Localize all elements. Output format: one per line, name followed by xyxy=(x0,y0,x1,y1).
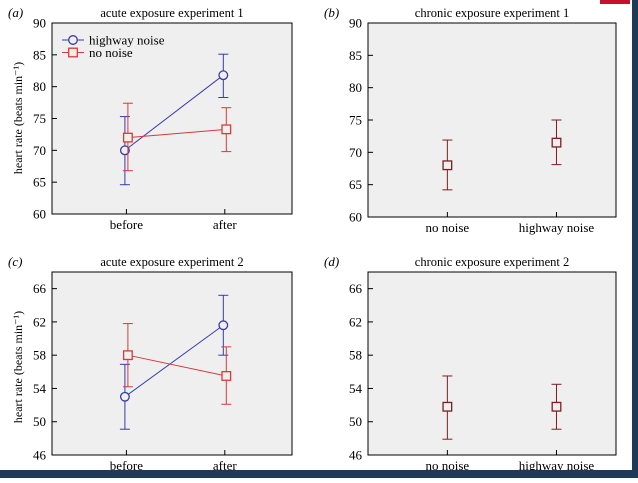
panel-label: (b) xyxy=(324,5,339,20)
y-tick-label: 58 xyxy=(33,348,46,363)
y-tick-label: 54 xyxy=(349,381,363,396)
panel-label: (c) xyxy=(8,254,22,269)
x-tick-label: no noise xyxy=(426,220,470,235)
y-tick-label: 75 xyxy=(349,113,362,128)
y-tick-label: 60 xyxy=(349,210,362,225)
series-line xyxy=(124,324,224,398)
y-tick-label: 90 xyxy=(349,16,362,31)
y-tick-label: 70 xyxy=(33,143,46,158)
y-tick-label: 85 xyxy=(349,48,362,63)
data-point xyxy=(119,145,130,156)
data-point xyxy=(122,132,133,143)
x-tick-label: highway noise xyxy=(519,458,595,473)
series-line xyxy=(124,74,224,151)
y-tick-label: 60 xyxy=(33,207,46,222)
legend-marker xyxy=(68,47,78,58)
chart-panel-3: (d) chronic exposure experiment 2 46 50 54 58… xyxy=(324,254,617,473)
y-tick-label: 90 xyxy=(33,16,46,31)
series-0 xyxy=(442,375,562,440)
data-point xyxy=(122,350,133,361)
x-tick-label: no noise xyxy=(426,458,470,473)
x-tick-label: highway noise xyxy=(519,220,595,235)
y-tick-label: 80 xyxy=(349,80,362,95)
y-tick-label: 50 xyxy=(349,414,362,429)
data-point xyxy=(551,137,562,148)
y-tick-label: 54 xyxy=(33,381,47,396)
y-tick-label: 65 xyxy=(349,177,362,192)
data-point xyxy=(218,320,229,331)
data-point xyxy=(442,401,453,412)
data-point xyxy=(221,371,232,381)
chart-title: chronic exposure experiment 1 xyxy=(415,6,569,20)
y-axis-label: heart rate (beats min⁻¹) xyxy=(11,62,25,174)
legend-label: highway noise xyxy=(89,33,165,48)
y-tick-label: 50 xyxy=(33,414,46,429)
panel-label: (d) xyxy=(324,254,339,269)
y-tick-label: 70 xyxy=(349,145,362,160)
y-tick-label: 62 xyxy=(349,314,362,329)
x-tick-label: before xyxy=(110,458,143,473)
y-tick-label: 75 xyxy=(33,111,46,126)
panel-label: (a) xyxy=(8,5,23,20)
series-0 xyxy=(119,53,229,186)
y-tick-label: 46 xyxy=(33,448,47,463)
x-tick-label: after xyxy=(213,458,237,473)
series-line xyxy=(127,354,227,377)
y-tick-label: 85 xyxy=(33,47,46,62)
y-tick-label: 46 xyxy=(349,448,363,463)
x-tick-label: before xyxy=(110,217,143,232)
legend-label: no noise xyxy=(89,45,133,60)
y-tick-label: 58 xyxy=(349,348,362,363)
data-point xyxy=(119,391,130,402)
chart-title: chronic exposure experiment 2 xyxy=(415,255,569,269)
chart-panel-1: (b) chronic exposure experiment 1 60 65 70 75… xyxy=(324,5,617,235)
series-line xyxy=(127,128,227,139)
series-0 xyxy=(442,119,562,191)
y-tick-label: 66 xyxy=(349,281,363,296)
accent-mark xyxy=(600,0,630,4)
chart-title: acute exposure experiment 2 xyxy=(100,255,243,269)
data-point xyxy=(442,160,453,171)
legend-marker xyxy=(68,35,78,45)
slide-border-bottom xyxy=(0,470,638,478)
y-axis-label: heart rate (beats min⁻¹) xyxy=(11,311,25,423)
plot-area xyxy=(367,22,617,218)
plot-area xyxy=(51,22,293,215)
y-tick-label: 65 xyxy=(33,175,46,190)
x-tick-label: after xyxy=(213,217,237,232)
chart-panel-2: (c) acute exposure experiment 2 46 50 54 58 62… xyxy=(8,254,293,473)
plot-area xyxy=(367,271,617,456)
series-1 xyxy=(122,323,232,405)
y-tick-label: 62 xyxy=(33,314,46,329)
series-1 xyxy=(122,102,232,172)
data-point xyxy=(221,124,232,135)
data-point xyxy=(218,70,229,81)
slide-border-right xyxy=(632,0,638,478)
plot-area xyxy=(51,271,293,456)
chart-title: acute exposure experiment 1 xyxy=(100,6,243,20)
y-tick-label: 66 xyxy=(33,281,47,296)
chart-panel-0: (a) acute exposure experiment 1 60 65 70 75 80… xyxy=(8,5,293,232)
data-point xyxy=(551,401,562,412)
y-tick-label: 80 xyxy=(33,79,46,94)
series-0 xyxy=(119,294,229,430)
